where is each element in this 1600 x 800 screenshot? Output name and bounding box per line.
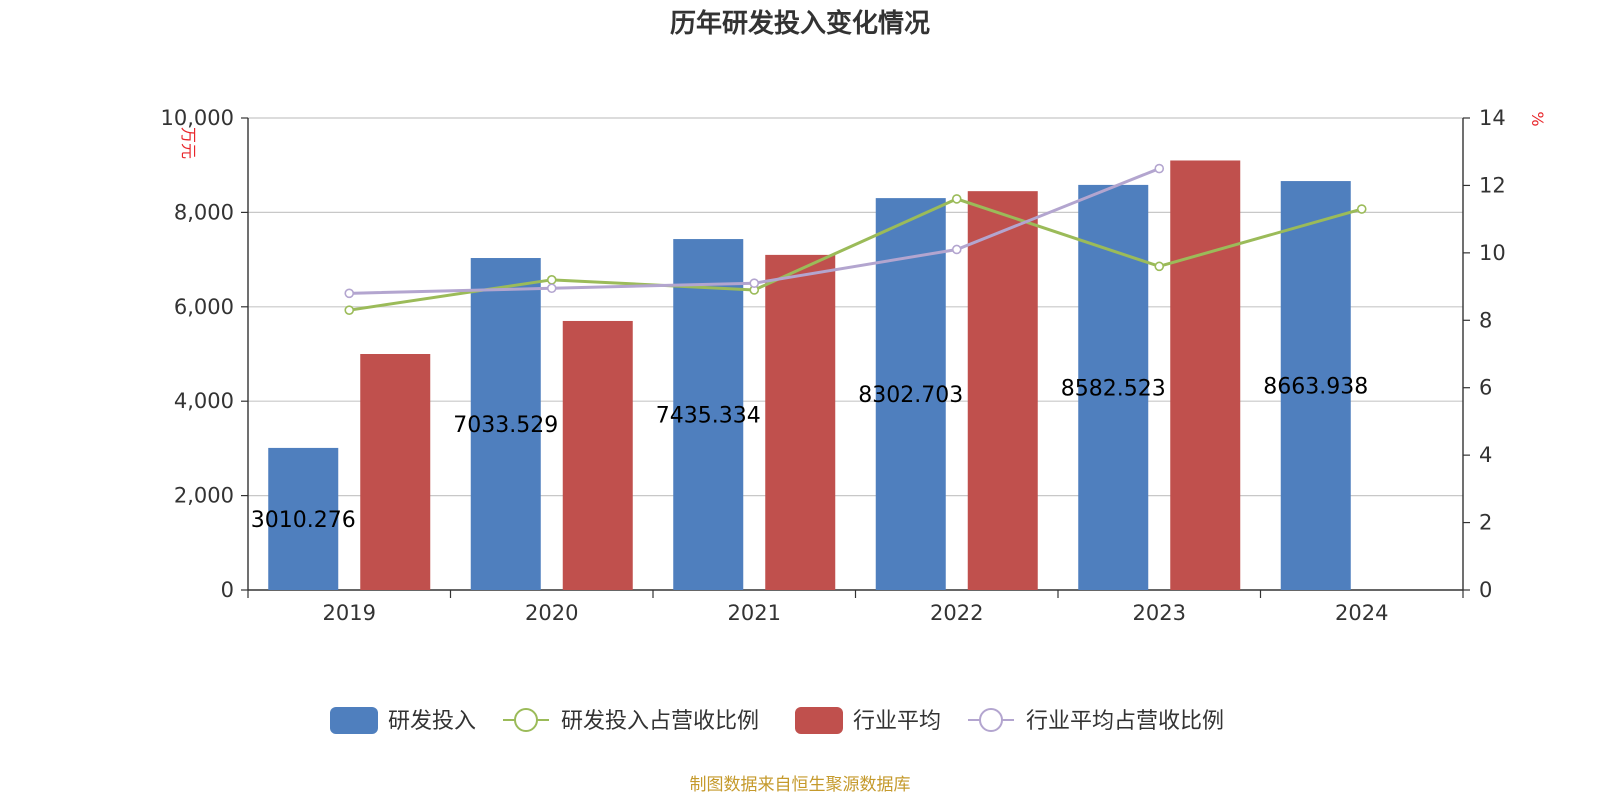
legend-label: 行业平均 [853,709,941,734]
bar-industry-2020 [562,320,633,590]
series-point [546,283,557,294]
series-point [344,288,355,299]
series-point [1154,261,1165,272]
series-point [1356,204,1367,214]
left-tick-label: 8,000 [174,200,234,224]
legend-swatch-bar [330,707,378,734]
data-label: 8582.523 [1061,376,1166,401]
legend-label: 行业平均占营收比例 [1026,709,1224,734]
left-tick-label: 4,000 [174,389,234,413]
series-point [749,278,760,289]
x-tick-label: 2024 [1335,601,1388,625]
x-tick-label: 2020 [525,601,578,625]
left-tick-label: 10,000 [161,106,234,130]
grid-lines [248,117,1463,497]
bar-industry-2022 [967,191,1038,590]
data-label: 7435.334 [656,404,761,429]
x-tick-label: 2022 [930,601,983,625]
legend-label: 研发投入 [388,709,476,734]
right-tick-label: 8 [1479,308,1492,332]
series-point [951,244,962,255]
left-tick-label: 2,000 [174,484,234,508]
bar-rd-2021 [673,239,744,590]
axes: 0 2,000 4,000 6,000 8,000 10,000 0 2 4 6 8 10 12 14 20… [161,106,1547,625]
right-tick-label: 4 [1479,443,1492,467]
series-point [1154,163,1165,174]
series-point [951,194,962,204]
data-labels: 3010.276 7033.529 7435.334 8302.703 8582.523… [251,375,1368,533]
bar-rd-2019 [268,447,339,590]
right-axis-unit: % [1528,111,1547,126]
series-line-1 [349,197,1363,312]
legend: 研发投入 研发投入占营收比例 行业平均 行业平均占营收比例 [330,707,1224,734]
data-label: 8302.703 [858,383,963,408]
x-tick-label: 2023 [1133,601,1186,625]
data-label: 8663.938 [1263,375,1368,400]
x-tick-label: 2019 [323,601,376,625]
right-tick-label: 10 [1479,241,1506,265]
bar-industry-2023 [1170,160,1241,591]
right-tick-label: 2 [1479,511,1492,535]
left-axis-unit: 万元 [179,127,198,159]
series-point [546,275,557,285]
left-tick-label: 0 [221,578,234,602]
right-tick-label: 0 [1479,578,1492,602]
bar-rd-2024 [1280,181,1351,590]
source-note: 制图数据来自恒生聚源数据库 [690,775,911,795]
legend-swatch-marker [514,708,538,732]
right-tick-label: 12 [1479,173,1506,197]
bar-rd-2020 [470,258,541,590]
legend-label: 研发投入占营收比例 [561,709,759,734]
bar-industry-2021 [765,254,836,590]
data-label: 3010.276 [251,508,356,533]
series-point [344,305,355,315]
right-tick-label: 14 [1479,106,1506,130]
chart-title: 历年研发投入变化情况 [670,8,930,39]
bar-industry-2019 [360,354,431,590]
lines [344,163,1367,315]
bars [268,160,1351,591]
left-tick-label: 6,000 [174,295,234,319]
legend-swatch-bar [795,707,843,734]
data-label: 7033.529 [453,413,558,438]
legend-swatch-marker [979,708,1003,732]
right-tick-label: 6 [1479,376,1492,400]
bar-rd-2022 [875,198,946,590]
x-tick-label: 2021 [728,601,781,625]
